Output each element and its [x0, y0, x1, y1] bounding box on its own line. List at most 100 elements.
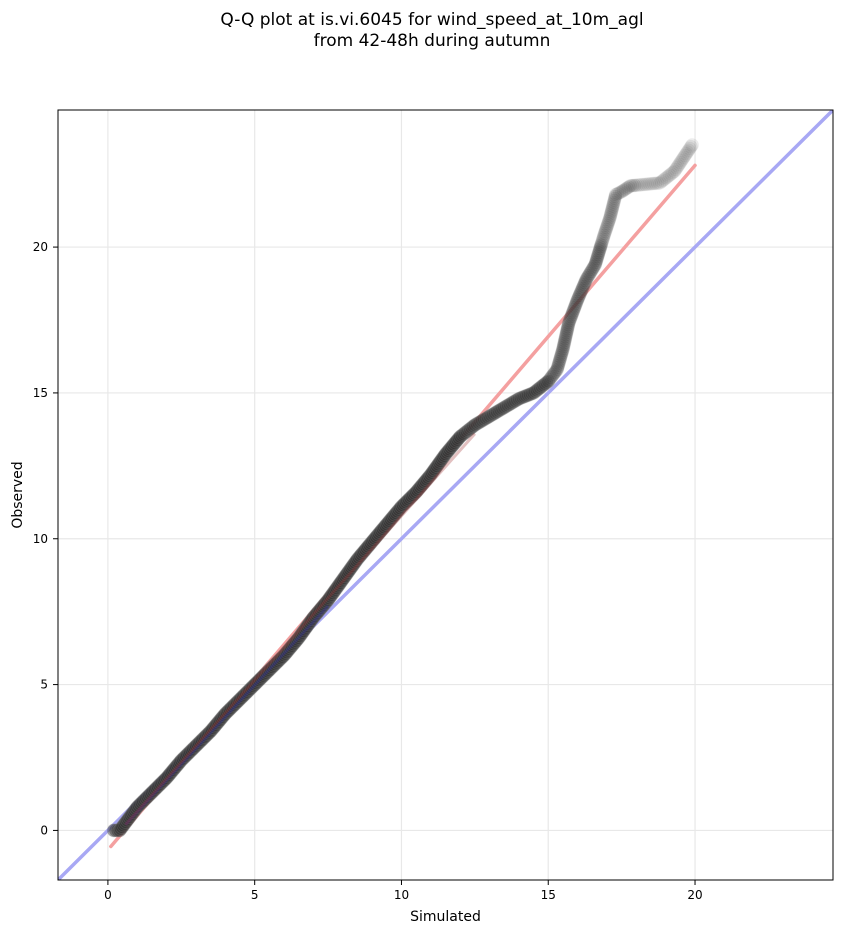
data-point: [379, 517, 394, 532]
data-point: [656, 173, 670, 188]
data-point: [243, 682, 258, 696]
data-point: [591, 246, 606, 260]
data-point: [661, 169, 675, 184]
data-point: [571, 290, 586, 305]
data-point: [469, 417, 484, 431]
data-point: [545, 369, 559, 384]
data-point: [344, 560, 359, 575]
data-point: [197, 730, 212, 744]
data-point: [359, 541, 374, 555]
data-point: [390, 504, 405, 519]
data-point: [557, 334, 572, 348]
data-point: [196, 731, 211, 746]
data-point: [274, 651, 289, 666]
data-point: [374, 523, 389, 538]
data-point: [605, 199, 620, 214]
data-point: [586, 261, 600, 276]
data-point: [439, 445, 454, 460]
data-point: [315, 599, 330, 614]
data-point: [554, 346, 569, 361]
data-point: [389, 506, 404, 520]
data-point: [577, 275, 592, 290]
data-point: [654, 174, 669, 189]
data-point: [594, 238, 608, 253]
x-tick-label: 5: [251, 888, 259, 902]
data-point: [524, 386, 539, 401]
data-point: [202, 725, 217, 740]
data-point: [565, 306, 580, 321]
data-point: [593, 240, 608, 254]
data-point: [603, 209, 618, 223]
data-point: [580, 270, 595, 285]
data-point: [149, 781, 164, 796]
data-point: [391, 502, 406, 517]
data-point: [563, 312, 578, 326]
data-point: [350, 552, 365, 567]
data-point: [463, 421, 477, 436]
data-point: [115, 820, 130, 834]
data-point: [321, 593, 335, 607]
data-point: [554, 348, 569, 363]
data-point: [421, 470, 436, 485]
data-point: [531, 382, 546, 396]
data-point: [121, 811, 136, 826]
data-point: [553, 350, 568, 365]
data-point: [515, 390, 530, 405]
grid-lines: [58, 110, 833, 880]
data-point: [467, 418, 482, 432]
data-point: [640, 177, 655, 192]
data-point: [500, 398, 515, 413]
data-point: [489, 404, 504, 419]
data-point: [477, 412, 491, 427]
data-point: [596, 230, 611, 245]
data-point: [671, 159, 685, 173]
data-point: [382, 514, 397, 528]
data-point: [345, 559, 360, 573]
data-point: [393, 501, 408, 516]
data-point: [366, 533, 381, 547]
data-point: [528, 384, 543, 399]
data-point: [560, 324, 574, 338]
data-point: [495, 401, 510, 416]
data-point: [459, 424, 474, 439]
data-point: [684, 139, 698, 154]
data-point: [599, 222, 613, 237]
data-point: [140, 789, 155, 804]
data-point: [139, 791, 153, 806]
data-point: [346, 557, 361, 572]
data-point: [574, 283, 589, 298]
data-point: [642, 177, 657, 191]
data-point: [674, 153, 689, 168]
data-point: [165, 764, 179, 779]
data-point: [597, 228, 611, 243]
data-point: [411, 482, 426, 496]
data-point: [667, 164, 682, 179]
overlay-lines: [124, 432, 476, 826]
data-point: [301, 617, 316, 632]
data-point: [383, 512, 398, 527]
data-point: [407, 486, 422, 501]
data-point: [608, 187, 623, 202]
data-point: [548, 364, 563, 379]
data-point: [553, 352, 567, 367]
data-point: [361, 539, 376, 554]
data-point: [224, 701, 239, 715]
data-point: [362, 537, 377, 552]
data-point: [286, 637, 301, 652]
data-point: [508, 394, 523, 408]
data-point: [517, 389, 532, 404]
data-point: [169, 759, 183, 774]
data-point: [206, 721, 221, 735]
data-point: [427, 462, 442, 477]
data-point: [499, 399, 513, 414]
data-point: [607, 191, 622, 206]
data-point: [249, 676, 264, 691]
data-point: [579, 272, 594, 287]
data-point: [217, 708, 231, 723]
y-tick-label: 0: [40, 823, 48, 837]
data-point: [513, 391, 528, 405]
data-point: [678, 148, 692, 163]
data-point: [680, 145, 695, 159]
data-point: [106, 823, 121, 838]
x-tick-label: 10: [394, 888, 409, 902]
